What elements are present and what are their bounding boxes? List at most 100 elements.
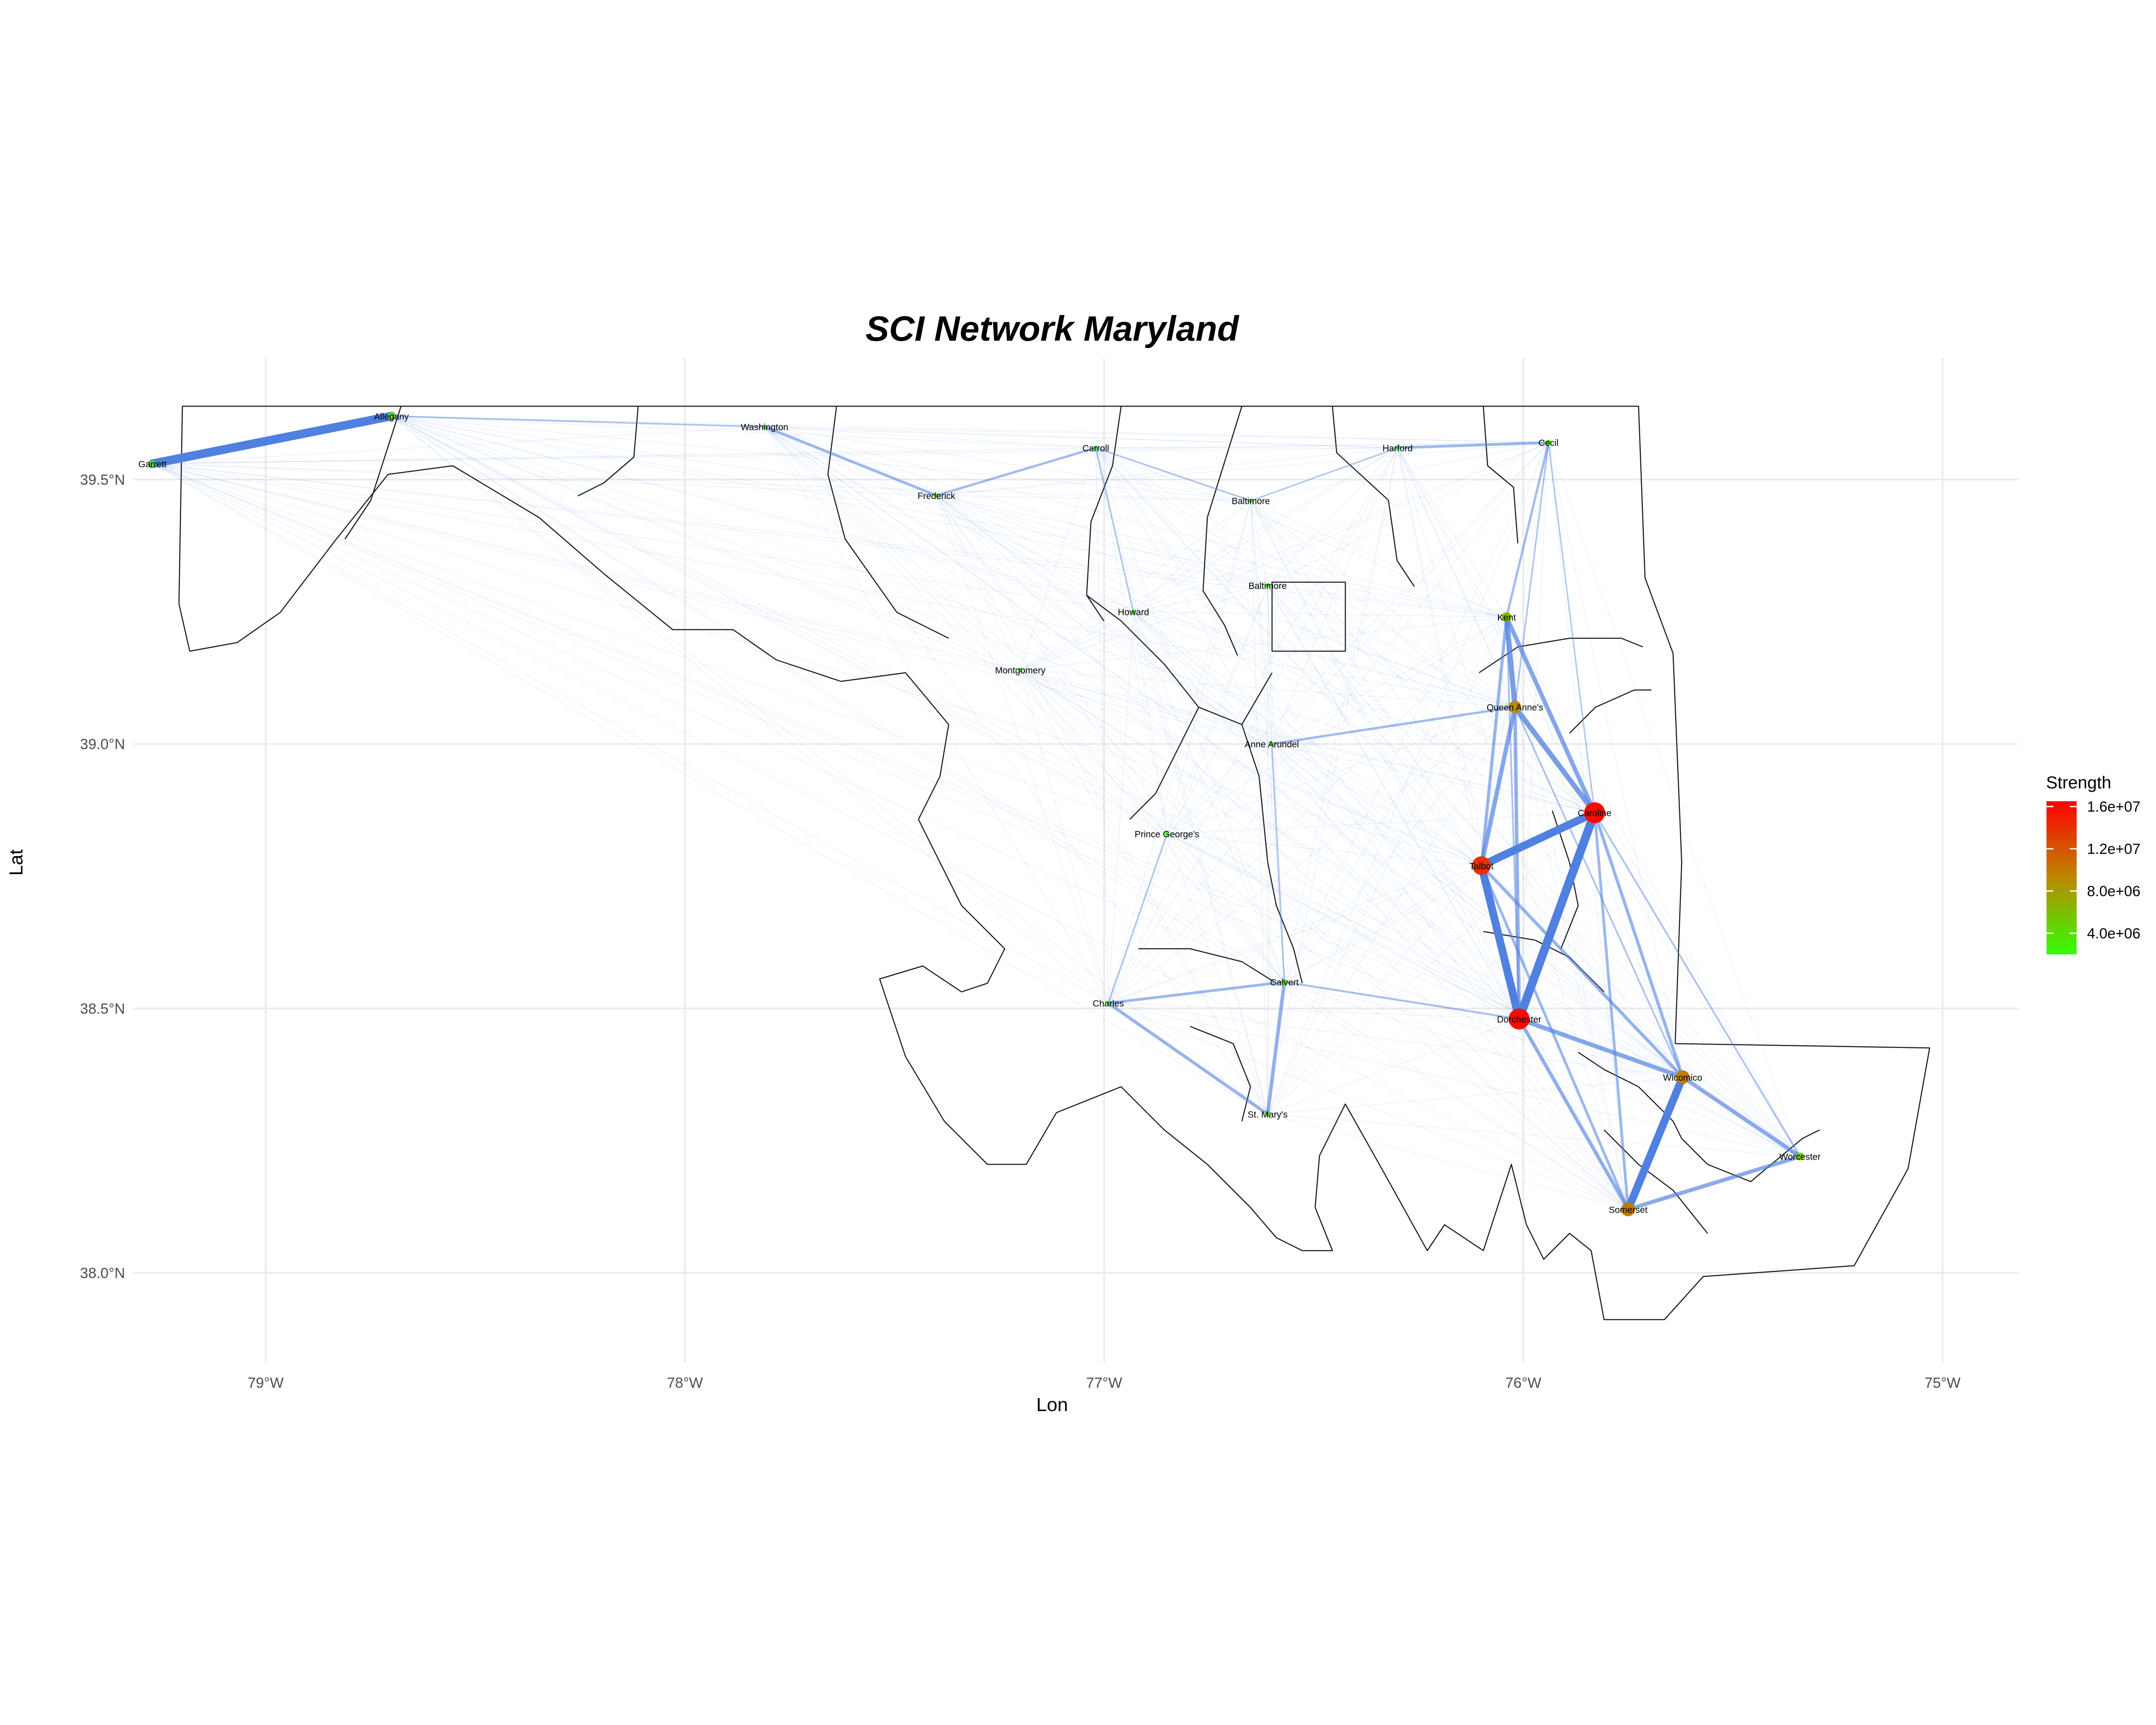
network-edge-faint [391,416,1268,586]
network-edge [1479,864,1684,1079]
network-edge [1107,833,1168,1004]
county-border-garrett-allegany [344,406,402,539]
network-edge-faint [1108,448,1398,1004]
network-edge-faint [391,416,1251,501]
network-edge-faint [1108,612,1134,1004]
network-edge-faint [1020,669,1482,866]
network-edge-faint [1166,500,1251,834]
network-edge-faint [1133,611,1507,618]
network-edge-faint [1108,617,1507,1004]
county-label: Worcester [1780,1152,1821,1162]
network-edge-faint [1250,500,1268,586]
network-edge-faint [1519,1019,1800,1157]
network-edge-faint [1284,617,1507,982]
network-edges [148,411,1802,1214]
network-edge-faint [1020,442,1549,671]
network-edge-faint [1267,1019,1520,1115]
network-edge-faint [1267,585,1482,866]
network-edge-faint [1020,669,1629,1210]
network-edge-faint [1108,1003,1683,1078]
network-edge-faint [1397,448,1595,813]
network-node [1106,1001,1111,1006]
network-edge-faint [152,442,1549,464]
network-edge-faint [1267,442,1549,586]
network-edge-faint [1397,448,1507,618]
network-edge-faint [1108,1003,1520,1019]
network-edge [1512,704,1598,815]
network-edge-faint [152,447,1096,464]
network-node [388,412,395,420]
legend-title: Strength [2046,773,2111,792]
network-edge-faint [1095,448,1168,834]
network-edge-faint [764,426,1251,501]
grid-lines [134,358,2018,1363]
strength-legend: Strength 1.6e+07 1.2e+07 8.0e+06 4.0e+06 [2046,773,2140,954]
network-edge [148,411,396,468]
network-edge-faint [764,426,1800,1157]
network-edge-faint [1020,669,1800,1157]
network-edge-faint [391,416,1268,1115]
network-edge-faint [391,416,765,427]
network-node [1269,742,1274,746]
legend-label: 4.0e+06 [2087,925,2140,942]
chart-title: SCI Network Maryland [865,309,1240,348]
network-edge [1514,442,1550,708]
network-edge-faint [152,463,1482,866]
network-node [149,461,156,467]
network-edge-faint [936,495,1134,612]
network-edge-faint [765,426,1398,448]
network-edge-faint [391,416,1507,618]
network-edge-faint [1108,812,1595,1004]
network-edge-faint [1397,448,1629,1210]
network-edge-faint [936,495,1109,1004]
network-edge [1624,1073,1687,1214]
x-tick-label: 79°W [248,1375,284,1391]
county-label: Talbot [1470,861,1494,871]
network-node [1508,700,1521,714]
county-border-harford-cecil [1482,406,1519,544]
network-edge-faint [936,495,1507,618]
network-edge-faint [1166,448,1398,834]
network-edge-faint [1108,1003,1800,1157]
network-edge-faint [391,416,1629,1210]
network-edge-faint [152,426,765,464]
network-edge-faint [1284,982,1629,1210]
network-edge-faint [1133,500,1251,612]
network-edge-faint [1267,617,1507,1114]
county-label: Harford [1382,443,1413,453]
network-edge-faint [1095,447,1515,708]
legend-colorbar [2046,801,2077,954]
network-edge-faint [764,426,1268,1115]
network-edge-faint [152,463,1251,501]
network-edge-faint [764,426,1021,671]
network-edge [1270,706,1517,746]
network-edge-faint [1133,442,1549,612]
network-edge-faint [1020,669,1683,1078]
network-edge-faint [764,426,1482,866]
network-node [1796,1152,1804,1160]
x-tick-label: 75°W [1924,1375,1961,1391]
network-edge-faint [1095,447,1595,813]
network-edge-faint [1133,612,1520,1019]
network-edge-faint [1095,447,1268,586]
network-edge-faint [152,463,1167,834]
network-edge-faint [391,416,1482,866]
network-node [1508,1008,1530,1030]
network-edge [1480,864,1630,1211]
network-edge-faint [1250,447,1398,501]
network-edge [1477,809,1599,870]
network-edge-faint [1514,707,1683,1078]
network-edge-faint [1397,448,1683,1078]
network-edge [1266,980,1286,1116]
network-edge [763,425,938,497]
network-node [1248,499,1253,503]
county-border-kent-queen-annes [1479,637,1643,674]
network-edge-faint [391,416,1109,1004]
network-edge-faint [1250,500,1683,1078]
network-edge-faint [152,463,1515,708]
network-edge-faint [152,463,937,496]
x-tick-label: 78°W [667,1375,703,1391]
network-edge-faint [391,416,1096,448]
network-edge-faint [1250,501,1285,982]
